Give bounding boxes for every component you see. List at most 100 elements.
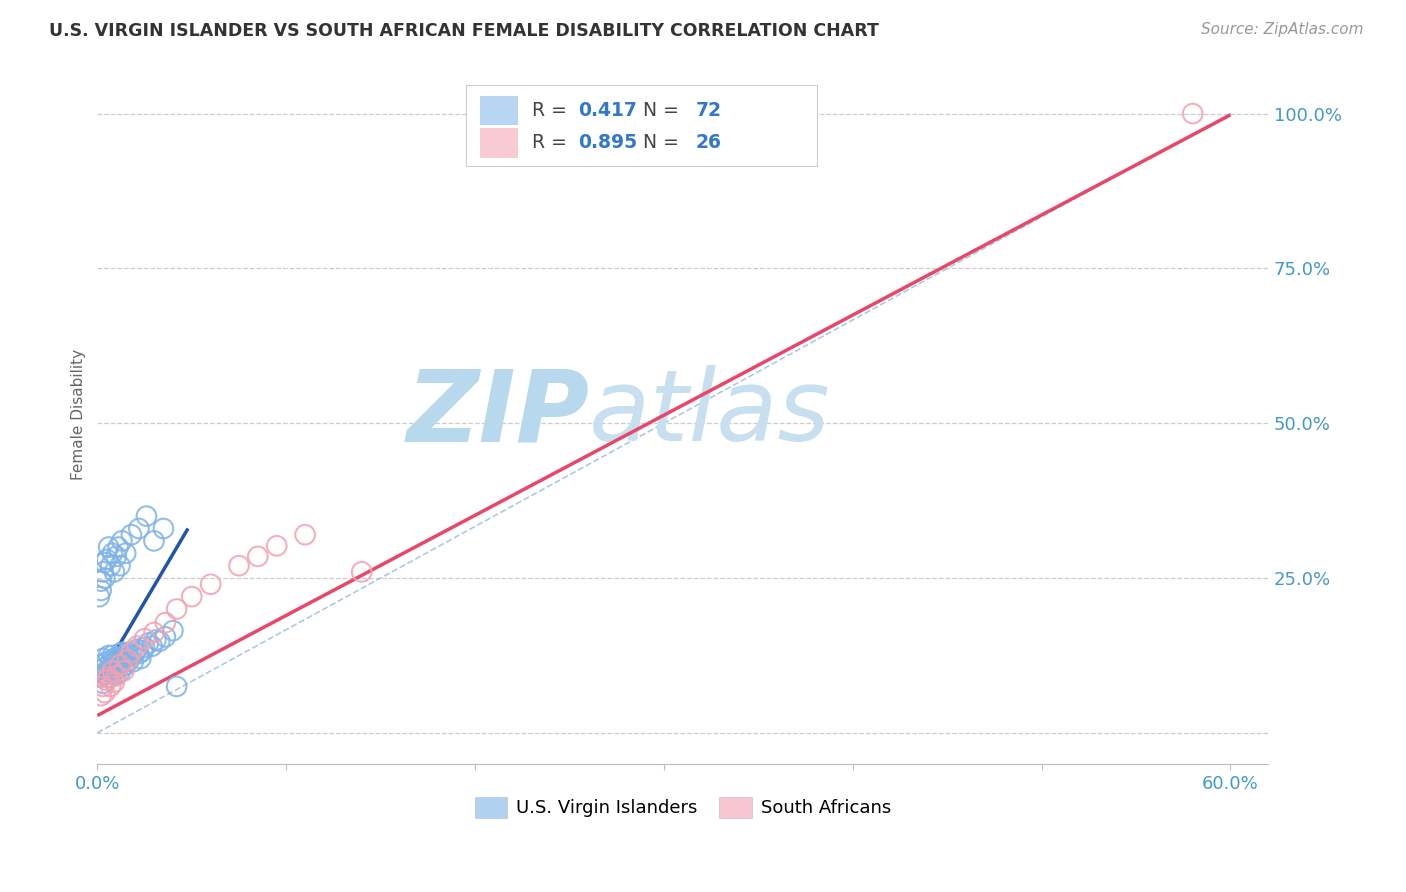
Point xyxy=(97,540,120,554)
Point xyxy=(143,533,166,548)
Text: ZIP: ZIP xyxy=(406,366,589,462)
Point xyxy=(149,634,172,648)
Point xyxy=(166,680,188,694)
Point xyxy=(97,648,120,663)
Point xyxy=(107,540,129,554)
Point xyxy=(101,664,124,678)
Point xyxy=(105,669,128,683)
Point xyxy=(112,659,135,673)
Point xyxy=(266,539,288,553)
Point xyxy=(114,657,136,672)
Point xyxy=(135,509,157,524)
Point xyxy=(108,558,131,573)
Point xyxy=(94,571,117,585)
FancyBboxPatch shape xyxy=(481,96,517,126)
Point xyxy=(107,661,129,675)
FancyBboxPatch shape xyxy=(481,128,517,158)
Point xyxy=(166,602,188,616)
Y-axis label: Female Disability: Female Disability xyxy=(72,349,86,480)
Point xyxy=(101,657,124,672)
Point xyxy=(107,657,129,671)
Point xyxy=(97,664,120,678)
Point xyxy=(94,556,117,570)
Point xyxy=(111,533,134,548)
Point xyxy=(125,639,148,653)
Point xyxy=(100,680,122,694)
Text: 26: 26 xyxy=(696,134,721,153)
Text: N =: N = xyxy=(631,134,685,153)
Point xyxy=(350,565,373,579)
Point xyxy=(134,640,156,655)
Point xyxy=(105,549,128,564)
Point xyxy=(90,689,112,703)
Point xyxy=(155,630,177,644)
Point xyxy=(131,644,153,658)
Point xyxy=(107,650,129,665)
Point xyxy=(1181,106,1204,120)
Point xyxy=(103,675,125,690)
Point xyxy=(152,521,174,535)
Point xyxy=(162,624,184,638)
Point xyxy=(111,645,134,659)
Point xyxy=(141,639,163,653)
Text: 72: 72 xyxy=(696,102,721,120)
Point xyxy=(101,667,124,681)
Point xyxy=(94,661,117,675)
Point xyxy=(90,670,112,684)
Point xyxy=(100,661,122,675)
Point xyxy=(94,667,117,681)
Point xyxy=(108,647,131,661)
Text: N =: N = xyxy=(631,102,685,120)
Point xyxy=(128,647,150,661)
Point xyxy=(91,676,114,690)
Text: 0.895: 0.895 xyxy=(579,134,638,153)
Point xyxy=(117,645,139,659)
Point xyxy=(96,664,118,678)
Point xyxy=(103,565,125,579)
Point xyxy=(91,565,114,579)
Point xyxy=(90,583,112,598)
Point xyxy=(105,659,128,673)
Point xyxy=(101,648,124,663)
Point xyxy=(89,657,111,672)
Point xyxy=(143,625,166,640)
Point xyxy=(103,655,125,669)
Point xyxy=(145,632,167,647)
Point xyxy=(97,670,120,684)
Point xyxy=(125,642,148,657)
Point xyxy=(111,655,134,669)
Point xyxy=(91,651,114,665)
Point xyxy=(120,645,142,659)
Point xyxy=(89,590,111,604)
Text: atlas: atlas xyxy=(589,366,831,462)
Text: R =: R = xyxy=(531,102,572,120)
Point xyxy=(96,655,118,669)
Point xyxy=(101,546,124,560)
Text: U.S. VIRGIN ISLANDER VS SOUTH AFRICAN FEMALE DISABILITY CORRELATION CHART: U.S. VIRGIN ISLANDER VS SOUTH AFRICAN FE… xyxy=(49,22,879,40)
Point xyxy=(246,549,269,564)
Point xyxy=(180,590,202,604)
Text: R =: R = xyxy=(531,134,572,153)
Point xyxy=(91,680,114,694)
Point xyxy=(129,651,152,665)
Point xyxy=(90,574,112,589)
Point xyxy=(103,664,125,678)
Point xyxy=(128,521,150,535)
Point xyxy=(112,651,135,665)
Point xyxy=(118,653,141,667)
Point xyxy=(117,653,139,667)
Point xyxy=(120,527,142,541)
Point xyxy=(100,558,122,573)
Point xyxy=(108,657,131,672)
Point xyxy=(112,664,135,678)
Point xyxy=(103,651,125,665)
Point xyxy=(100,655,122,669)
Point xyxy=(108,665,131,680)
Point xyxy=(122,655,145,669)
Point xyxy=(97,670,120,684)
Point xyxy=(96,673,118,688)
Point xyxy=(105,667,128,681)
Point xyxy=(120,648,142,663)
Point xyxy=(96,552,118,566)
Point xyxy=(294,527,316,541)
